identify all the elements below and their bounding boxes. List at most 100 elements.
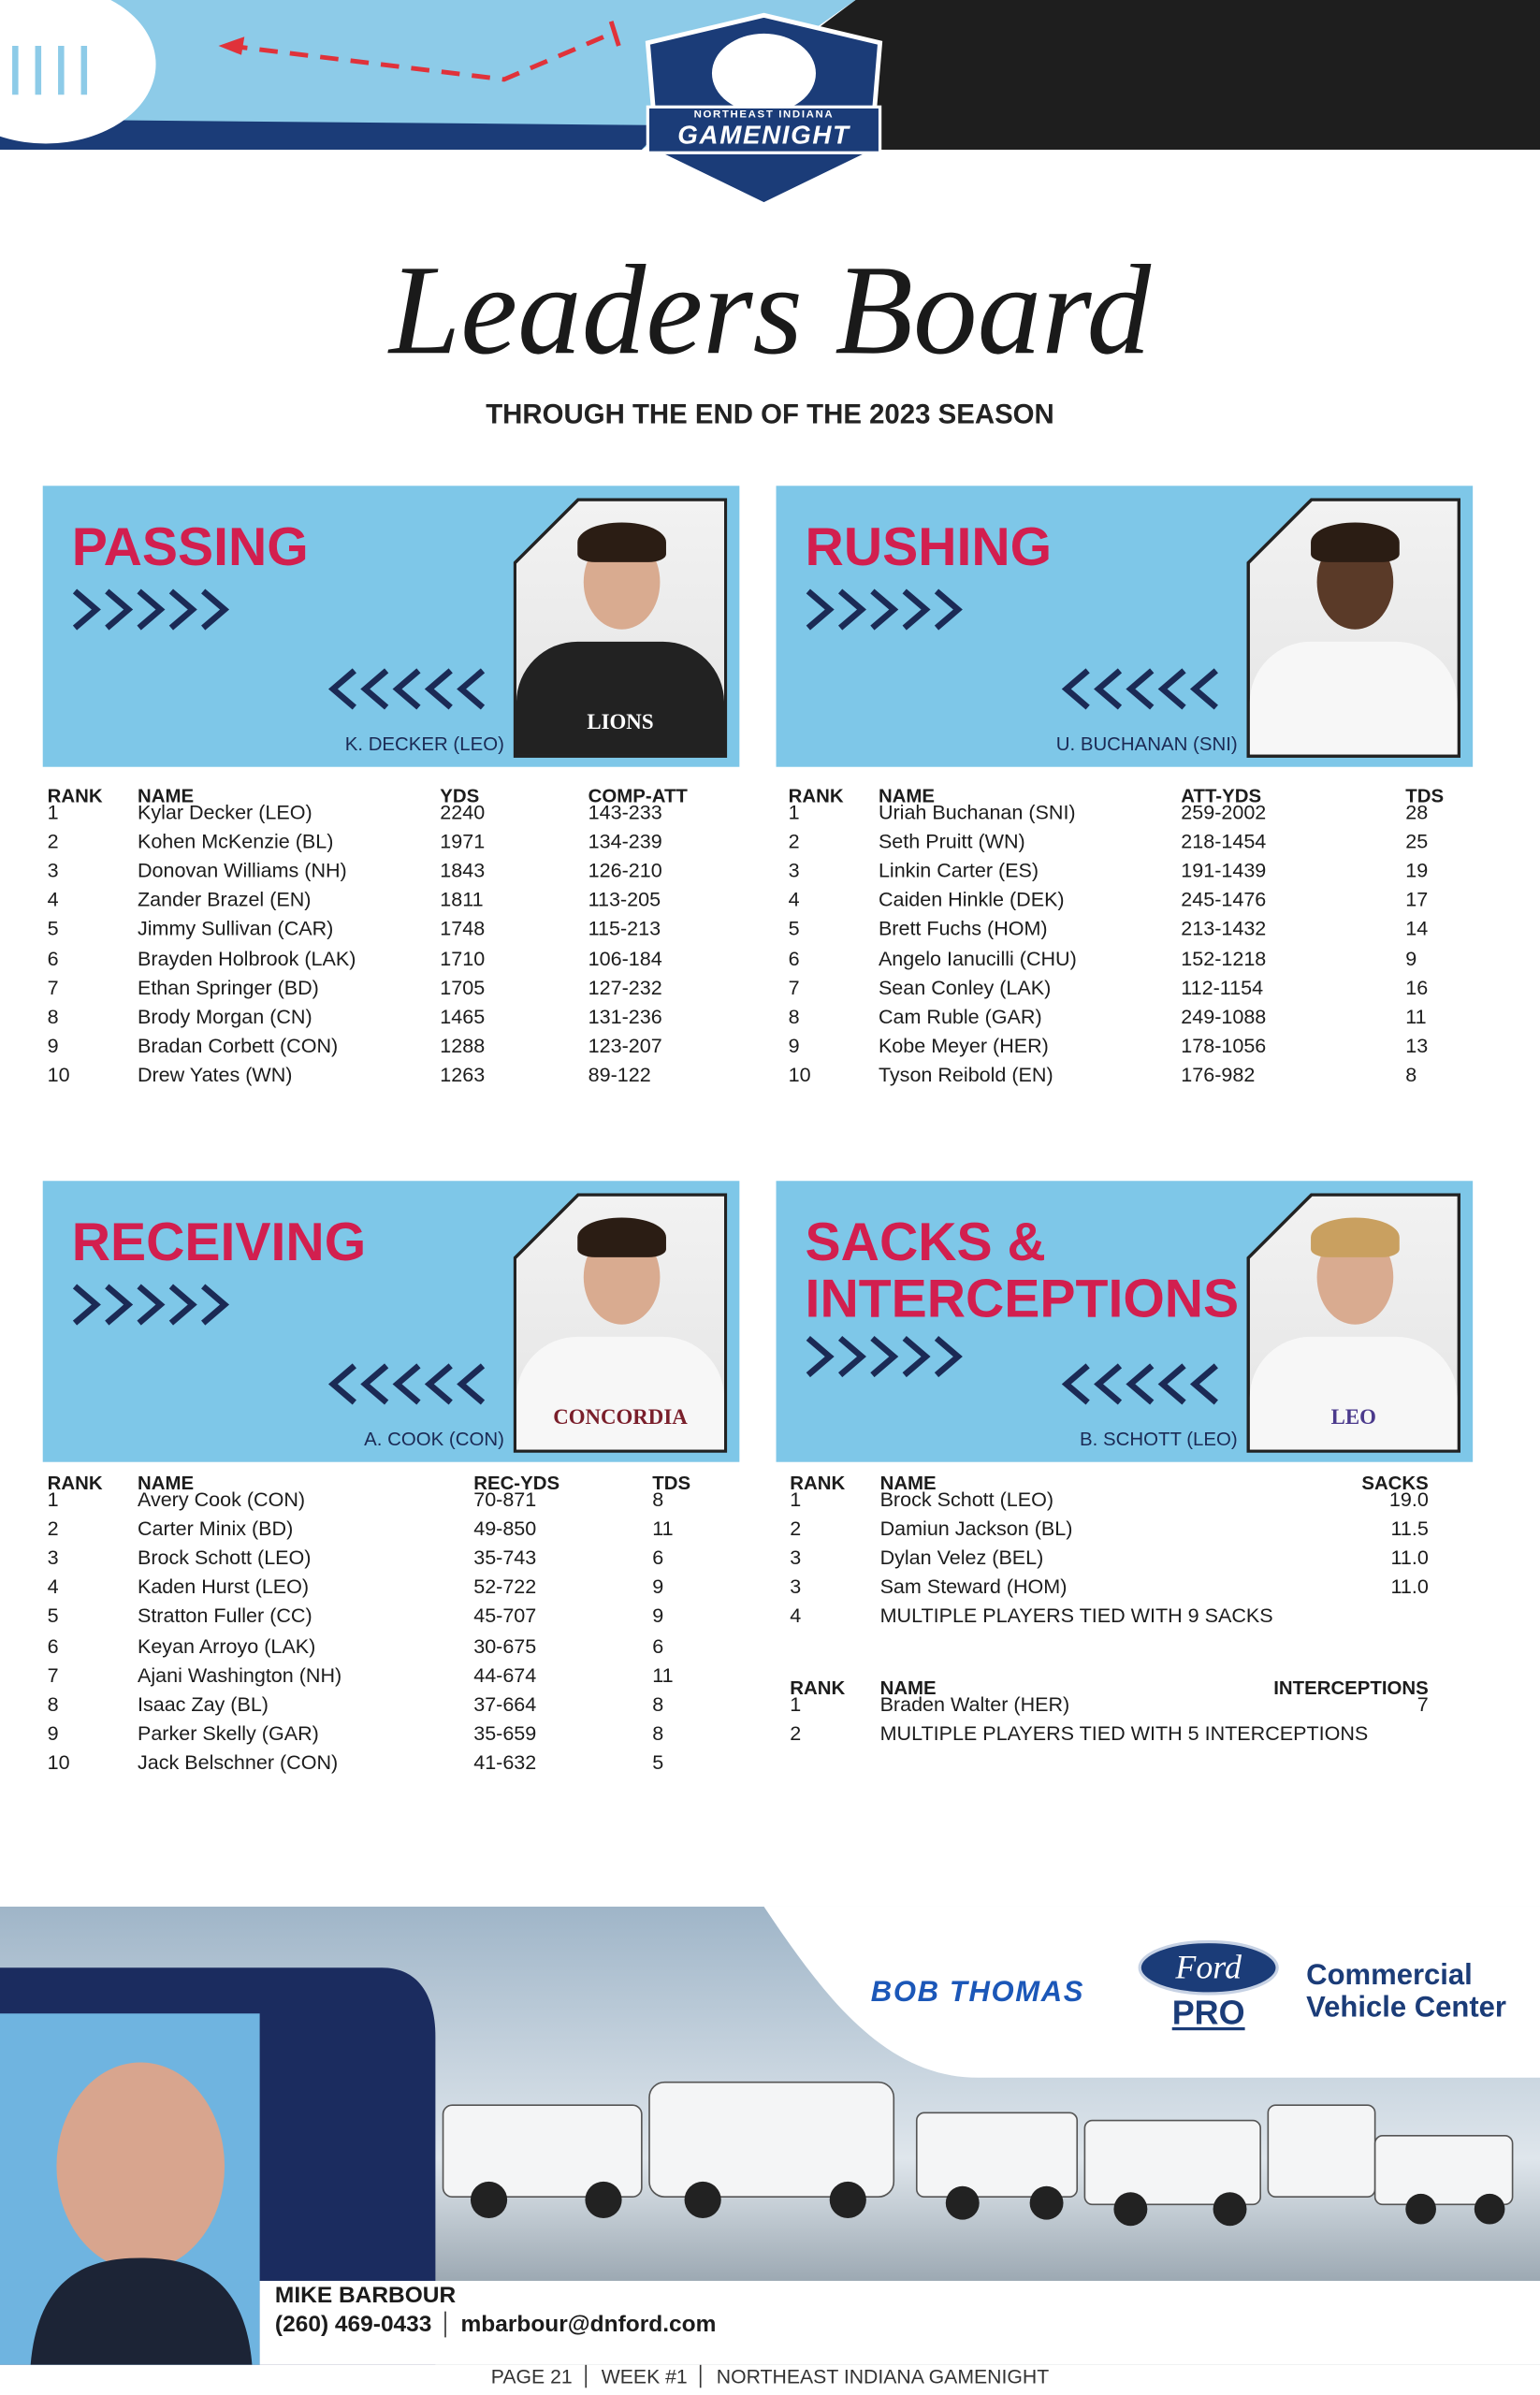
table-cell: 152-1218 bbox=[1181, 946, 1267, 970]
table-cell: 7 bbox=[47, 1662, 59, 1687]
column-header: COMP-ATT bbox=[588, 785, 688, 807]
table-cell: 3 bbox=[788, 859, 800, 882]
table-cell: 5 bbox=[652, 1750, 664, 1774]
table-cell: Kobe Meyer (HER) bbox=[878, 1034, 1049, 1057]
table-cell: Isaac Zay (BL) bbox=[137, 1691, 269, 1716]
table-cell: Stratton Fuller (CC) bbox=[137, 1604, 312, 1628]
dealer-name: BOB THOMAS bbox=[870, 1977, 1085, 2010]
table-cell: 8 bbox=[652, 1488, 664, 1511]
table-cell: 5 bbox=[788, 917, 800, 940]
jersey-text: LEO bbox=[1330, 1406, 1376, 1430]
table-cell: 1 bbox=[790, 1488, 802, 1511]
table-cell: Sean Conley (LAK) bbox=[878, 975, 1052, 999]
table-cell: 115-213 bbox=[588, 917, 661, 940]
section-panel: SACKS & INTERCEPTIONS LEO B. SCHOTT (LEO) bbox=[776, 1181, 1474, 1462]
table-cell: 3 bbox=[47, 1546, 59, 1570]
table-cell: 127-232 bbox=[588, 975, 662, 999]
photo-inner: LEO bbox=[1249, 1196, 1458, 1450]
torso bbox=[516, 641, 725, 755]
photo-inner: CONCORDIA bbox=[516, 1196, 725, 1450]
table-cell: 11.5 bbox=[1390, 1517, 1429, 1541]
column-header: NAME bbox=[137, 785, 195, 807]
table-cell: 6 bbox=[47, 946, 59, 970]
chevrons bbox=[72, 588, 230, 631]
table-cell: 8 bbox=[1405, 1063, 1417, 1086]
table-cell: 9 bbox=[1405, 946, 1417, 970]
footer-page: PAGE 21 bbox=[490, 2364, 573, 2388]
column-header: RANK bbox=[47, 785, 103, 807]
table-cell: Bradan Corbett (CON) bbox=[137, 1034, 339, 1057]
table-cell: 213-1432 bbox=[1181, 917, 1267, 940]
table-cell: 1 bbox=[788, 800, 800, 824]
table-cell: 178-1056 bbox=[1181, 1034, 1267, 1057]
column-header: RANK bbox=[47, 1473, 103, 1495]
table-cell: 8 bbox=[652, 1720, 664, 1745]
torso bbox=[516, 1336, 725, 1450]
table-cell: 70-871 bbox=[473, 1488, 537, 1511]
table-cell: 218-1454 bbox=[1181, 829, 1267, 853]
table-cell: MULTIPLE PLAYERS TIED WITH 5 INTERCEPTIO… bbox=[879, 1721, 1369, 1745]
table-cell: 44-674 bbox=[473, 1662, 537, 1687]
table-cell: 16 bbox=[1405, 975, 1429, 999]
table-cell: 45-707 bbox=[473, 1604, 537, 1628]
table-cell: 1705 bbox=[440, 975, 486, 999]
table-cell: 112-1154 bbox=[1181, 975, 1264, 999]
column-header: RANK bbox=[788, 785, 844, 807]
table-cell: 1 bbox=[47, 800, 59, 824]
table-cell: 1748 bbox=[440, 917, 486, 940]
table-cell: 11 bbox=[652, 1517, 674, 1541]
column-header: RANK bbox=[790, 1473, 846, 1495]
table-cell: 17 bbox=[1405, 888, 1429, 911]
table-cell: 4 bbox=[47, 1575, 59, 1599]
hair bbox=[1311, 1217, 1400, 1257]
table-cell: 1 bbox=[790, 1692, 802, 1716]
table-cell: 10 bbox=[788, 1063, 811, 1086]
table-cell: Parker Skelly (GAR) bbox=[137, 1720, 319, 1745]
table-cell: 191-1439 bbox=[1181, 859, 1267, 882]
table-cell: 11 bbox=[1405, 1004, 1427, 1028]
column-header: NAME bbox=[879, 1676, 937, 1699]
table-cell: 176-982 bbox=[1181, 1063, 1256, 1086]
photo-caption: A. COOK (CON) bbox=[364, 1428, 504, 1450]
column-header: ATT-YDS bbox=[1181, 785, 1262, 807]
table-cell: 7 bbox=[1417, 1692, 1429, 1716]
photo-caption: B. SCHOTT (LEO) bbox=[1080, 1428, 1238, 1450]
player-photo: CONCORDIA bbox=[513, 1193, 728, 1453]
table-cell: 7 bbox=[47, 975, 59, 999]
table-cell: 1971 bbox=[440, 829, 486, 853]
photo-caption: U. BUCHANAN (SNI) bbox=[1055, 733, 1238, 755]
table-cell: 2 bbox=[790, 1517, 802, 1541]
column-header: TDS bbox=[1405, 785, 1445, 807]
table-cell: 30-675 bbox=[473, 1633, 537, 1657]
table-cell: Tyson Reibold (EN) bbox=[878, 1063, 1053, 1086]
table-cell: 2 bbox=[47, 1517, 59, 1541]
column-header: NAME bbox=[137, 1473, 195, 1495]
column-header: NAME bbox=[879, 1473, 937, 1495]
table-cell: 6 bbox=[788, 946, 800, 970]
column-header: INTERCEPTIONS bbox=[1273, 1676, 1429, 1699]
table-cell: 2 bbox=[790, 1721, 802, 1745]
section-panel: RECEIVING CONCORDIA A. COOK (CON) bbox=[42, 1181, 740, 1462]
table-cell: Dylan Velez (BEL) bbox=[879, 1546, 1044, 1570]
table-cell: 6 bbox=[47, 1633, 59, 1657]
table-cell: 2 bbox=[788, 829, 800, 853]
table-cell: 4 bbox=[790, 1604, 802, 1628]
table-cell: Brody Morgan (CN) bbox=[137, 1004, 312, 1028]
chevrons bbox=[327, 668, 486, 710]
hair bbox=[577, 522, 666, 562]
logo-main: GAMENIGHT bbox=[677, 121, 850, 151]
table-cell: 5 bbox=[47, 1604, 59, 1628]
table-cell: 1710 bbox=[440, 946, 486, 970]
table-cell: 8 bbox=[652, 1691, 664, 1716]
table-cell: Kylar Decker (LEO) bbox=[137, 800, 312, 824]
table-cell: 13 bbox=[1405, 1034, 1429, 1057]
hair bbox=[1311, 522, 1400, 562]
chevrons bbox=[1061, 668, 1218, 710]
column-header: RANK bbox=[790, 1676, 846, 1699]
table-cell: Linkin Carter (ES) bbox=[878, 859, 1039, 882]
pro-logo: PRO bbox=[1171, 1993, 1245, 2032]
table-cell: 6 bbox=[652, 1546, 664, 1570]
table-cell: 49-850 bbox=[473, 1517, 537, 1541]
hair bbox=[577, 1217, 666, 1257]
section-panel: PASSING LIONS K. DECKER (LEO) bbox=[42, 486, 740, 767]
